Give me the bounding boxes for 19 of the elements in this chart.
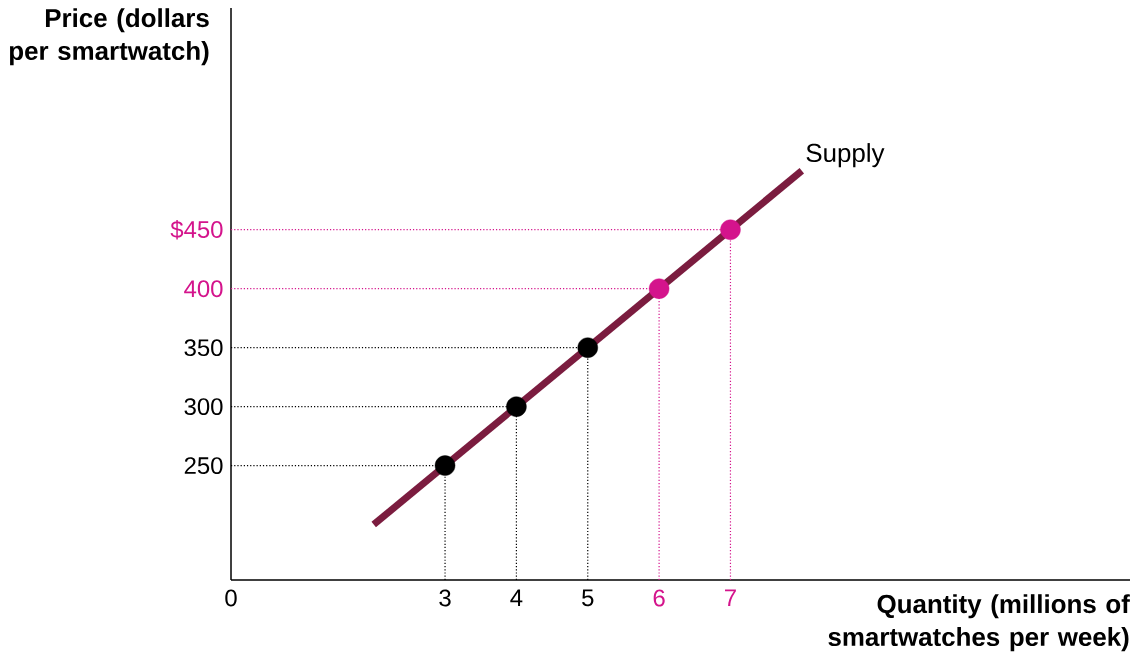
point bbox=[506, 396, 527, 417]
y-tick-label: $450 bbox=[170, 220, 223, 240]
point bbox=[720, 219, 741, 240]
x-tick-label: 3 bbox=[439, 589, 451, 607]
y-tick-label: 300 bbox=[184, 398, 223, 416]
point bbox=[648, 278, 670, 299]
y-tick-label: 250 bbox=[184, 457, 223, 475]
x-tick-label: 6 bbox=[653, 589, 665, 607]
series-label: Supply bbox=[806, 143, 885, 168]
x-axis-title: Quantity (millions of smartwatches per week) bbox=[828, 594, 1130, 652]
x-tick-label: 5 bbox=[582, 589, 594, 607]
point bbox=[434, 455, 456, 476]
y-tick-label: 400 bbox=[184, 280, 223, 298]
point bbox=[577, 337, 598, 358]
x-tick-label: 0 bbox=[225, 589, 237, 607]
x-tick-label: 4 bbox=[510, 589, 523, 606]
y-tick-label: 350 bbox=[184, 339, 223, 357]
x-tick-label: 7 bbox=[725, 589, 736, 606]
y-axis-title: Price (dollars per smartwatch) bbox=[9, 8, 209, 66]
